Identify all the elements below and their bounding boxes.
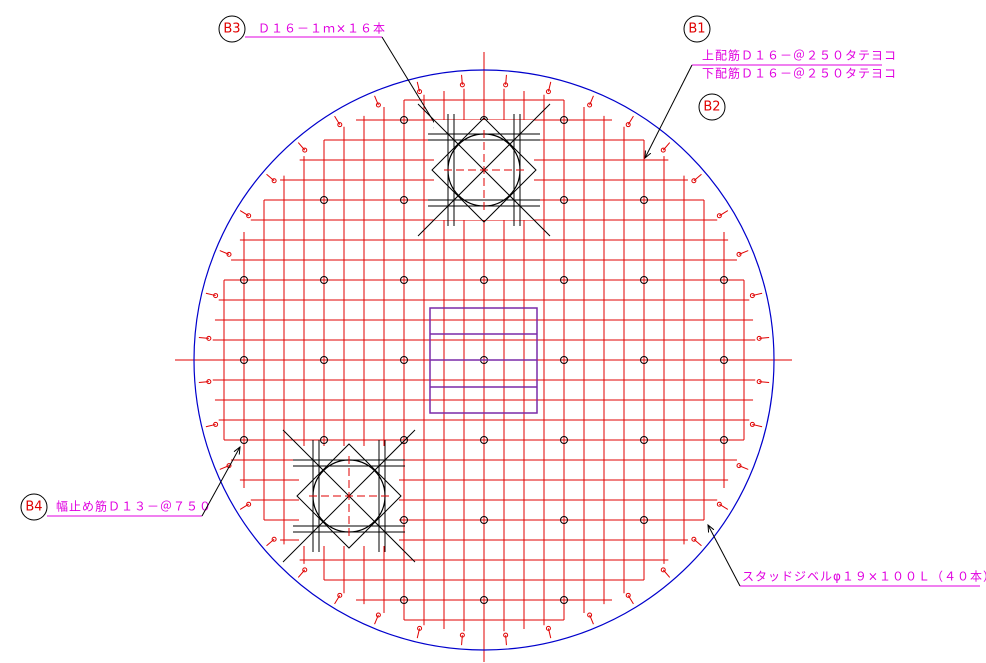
label: スタッドジベルφ１９×１００Ｌ（４０本） [742,570,986,584]
tag: B1 [688,22,705,37]
label: 下配筋Ｄ１６－＠２５０タテヨコ [702,66,897,81]
opening [283,430,415,562]
label: Ｄ１６－１ｍ×１６本 [258,22,386,36]
opening [418,104,550,236]
stud [267,539,275,545]
drawing: B3 Ｄ１６－１ｍ×１６本 B1 上配筋Ｄ１６－＠２５０タテヨコ 下配筋Ｄ１６－… [0,0,986,663]
tag: B4 [25,500,42,515]
stud-head [737,252,741,256]
leader [202,447,240,516]
label: 上配筋Ｄ１６－＠２５０タテヨコ [702,48,897,63]
tag: B2 [703,100,720,115]
label: 幅止め筋Ｄ１３－＠７５０ [56,499,212,514]
leader [708,525,740,586]
stud-head [227,252,231,256]
tag: B3 [223,22,240,37]
stud [267,174,275,180]
